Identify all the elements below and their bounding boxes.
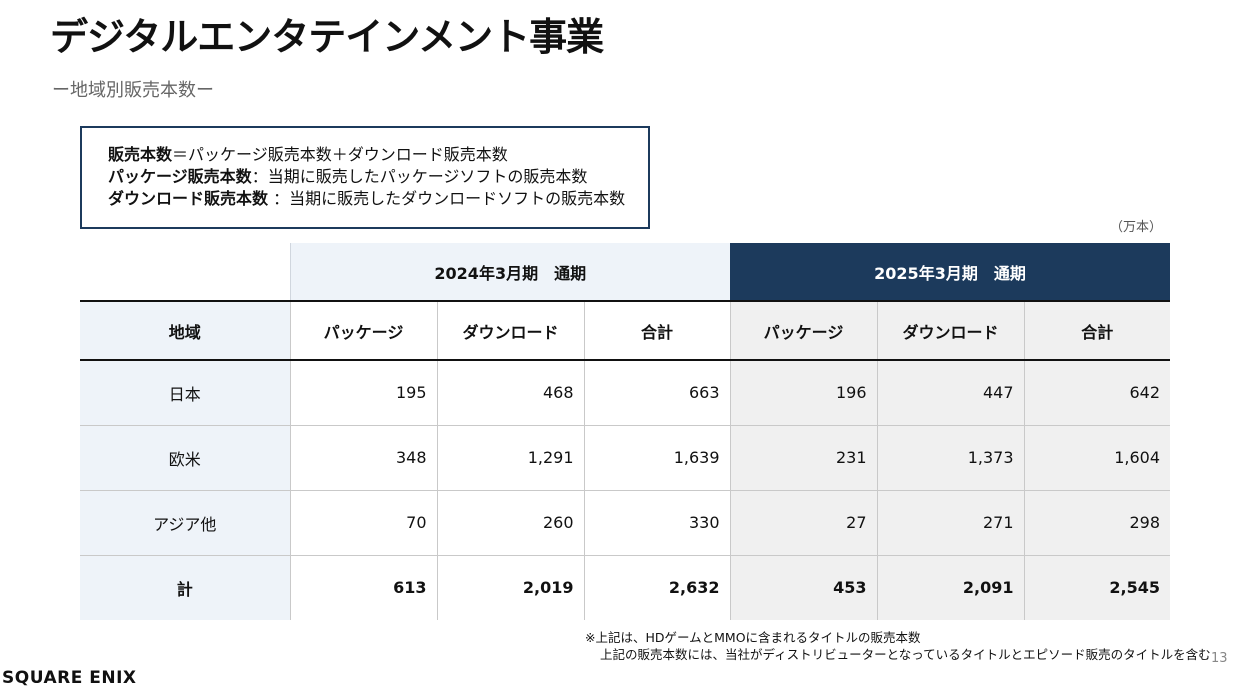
value-cell: 1,639 [583,425,730,491]
definition-row: ダウンロード販売本数 ：当期に販売したダウンロードソフトの販売本数 [108,188,648,210]
definition-row: 販売本数＝パッケージ販売本数＋ダウンロード販売本数 [108,144,648,166]
region-cell: アジア他 [80,490,290,556]
definition-sep: ： [268,189,290,208]
value-cell: 2,545 [1023,555,1170,620]
definition-term: パッケージ販売本数 [108,167,252,186]
definition-term: 販売本数 [108,145,173,164]
value-cell: 330 [583,490,730,556]
value-cell: 271 [876,490,1024,556]
value-cell: 2,091 [876,555,1024,620]
value-cell: 298 [1023,490,1170,556]
definition-text: パッケージ販売本数＋ダウンロード販売本数 [188,145,508,164]
page-number: 13 [1211,651,1228,666]
footnote-line: 上記の販売本数には、当社がディストリビューターとなっているタイトルとエピソード販… [600,647,1211,662]
definition-term: ダウンロード販売本数 [108,189,269,208]
period-2024-header: 2024年3月期 通期 [289,243,730,302]
value-cell: 453 [729,555,877,620]
footnote: ※上記は、HDゲームとMMOに含まれるタイトルの販売本数 上記の販売本数には、当… [585,629,1211,663]
region-cell: 欧米 [80,425,290,491]
value-cell: 195 [289,360,437,426]
table-row: アジア他 70 260 330 27 271 298 [80,490,1170,556]
value-cell: 642 [1023,360,1170,426]
definitions-box: 販売本数＝パッケージ販売本数＋ダウンロード販売本数 パッケージ販売本数：当期に販… [80,126,650,229]
col-header-package-2024: パッケージ [289,300,437,361]
value-cell: 196 [729,360,877,426]
period-header-row: 2024年3月期 通期 2025年3月期 通期 [80,243,1170,302]
definition-sep: ＝ [172,145,189,164]
value-cell: 27 [729,490,877,556]
page-subtitle: ー地域別販売本数ー [52,80,214,101]
region-cell: 計 [80,555,290,620]
col-header-package-2025: パッケージ [729,300,877,361]
definition-text: 当期に販売したパッケージソフトの販売本数 [267,167,588,186]
col-header-download-2024: ダウンロード [436,300,584,361]
value-cell: 447 [876,360,1024,426]
col-header-total-2024: 合計 [583,300,730,361]
col-header-total-2025: 合計 [1023,300,1170,361]
value-cell: 663 [583,360,730,426]
unit-label: （万本） [1110,220,1163,235]
definition-text: 当期に販売したダウンロードソフトの販売本数 [289,189,626,208]
value-cell: 1,373 [876,425,1024,491]
region-cell: 日本 [80,360,290,426]
definition-sep: ： [251,167,268,186]
table-row: 欧米 348 1,291 1,639 231 1,373 1,604 [80,425,1170,491]
period-2025-header: 2025年3月期 通期 [730,243,1170,302]
col-header-download-2025: ダウンロード [876,300,1024,361]
column-header-row: 地域 パッケージ ダウンロード 合計 パッケージ ダウンロード 合計 [80,300,1170,361]
value-cell: 70 [289,490,437,556]
page-title: デジタルエンタテインメント事業 [50,15,604,59]
value-cell: 260 [436,490,584,556]
company-logo: SQUARE ENIX [2,668,137,688]
table-row: 日本 195 468 663 196 447 642 [80,360,1170,426]
definition-row: パッケージ販売本数：当期に販売したパッケージソフトの販売本数 [108,166,648,188]
header-blank [80,243,290,301]
footnote-line: ※上記は、HDゲームとMMOに含まれるタイトルの販売本数 [585,630,921,645]
value-cell: 1,604 [1023,425,1170,491]
value-cell: 468 [436,360,584,426]
value-cell: 613 [289,555,437,620]
total-row: 計 613 2,019 2,632 453 2,091 2,545 [80,555,1170,620]
sales-table: 2024年3月期 通期 2025年3月期 通期 地域 パッケージ ダウンロード … [80,243,1170,620]
value-cell: 231 [729,425,877,491]
value-cell: 348 [289,425,437,491]
value-cell: 2,019 [436,555,584,620]
value-cell: 2,632 [583,555,730,620]
col-header-region: 地域 [80,300,290,361]
value-cell: 1,291 [436,425,584,491]
